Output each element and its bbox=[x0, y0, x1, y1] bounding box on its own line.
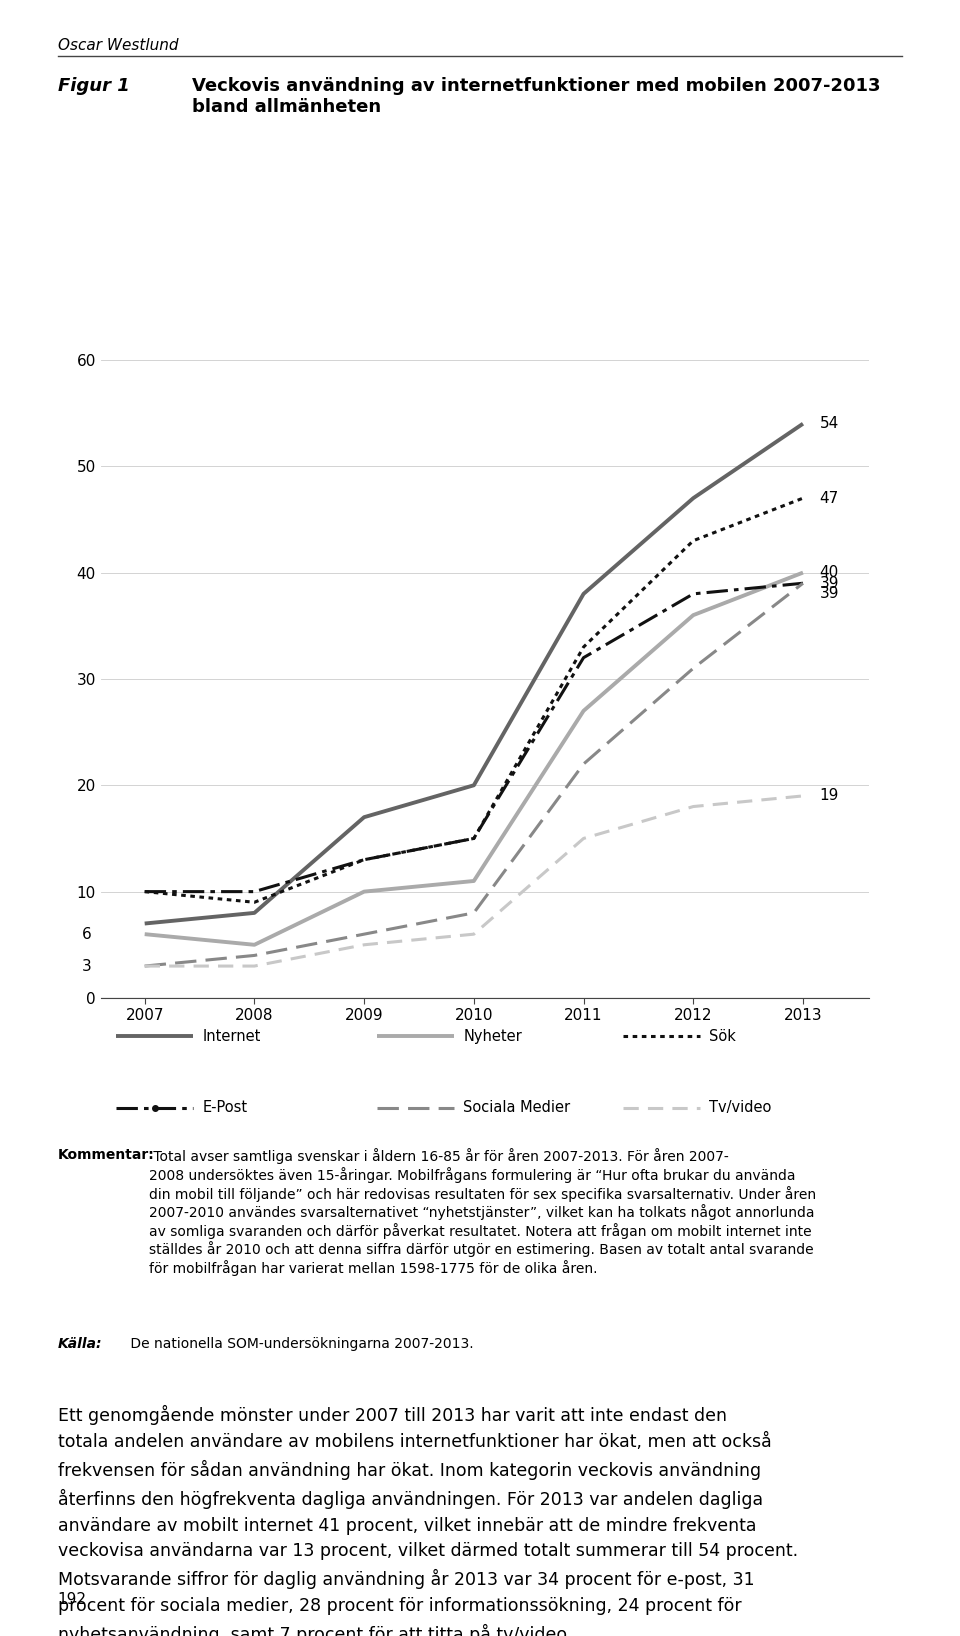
Text: Total avser samtliga svenskar i åldern 16-85 år för åren 2007-2013. För åren 200: Total avser samtliga svenskar i åldern 1… bbox=[149, 1148, 816, 1276]
Text: 19: 19 bbox=[820, 789, 839, 803]
Text: De nationella SOM-undersökningarna 2007-2013.: De nationella SOM-undersökningarna 2007-… bbox=[126, 1337, 473, 1351]
Text: Nyheter: Nyheter bbox=[464, 1029, 522, 1044]
Text: Källa:: Källa: bbox=[58, 1337, 102, 1351]
Text: Sociala Medier: Sociala Medier bbox=[464, 1099, 570, 1116]
Text: 192: 192 bbox=[58, 1592, 86, 1607]
Text: Ett genomgående mönster under 2007 till 2013 har varit att inte endast den
total: Ett genomgående mönster under 2007 till … bbox=[58, 1405, 798, 1636]
Text: Tv/video: Tv/video bbox=[709, 1099, 772, 1116]
Text: Veckovis användning av internetfunktioner med mobilen 2007-2013
bland allmänhete: Veckovis användning av internetfunktione… bbox=[192, 77, 880, 116]
Text: 39: 39 bbox=[820, 576, 839, 591]
Text: 6: 6 bbox=[82, 926, 91, 942]
Text: 40: 40 bbox=[820, 564, 839, 581]
Text: Internet: Internet bbox=[203, 1029, 260, 1044]
Text: Oscar Westlund: Oscar Westlund bbox=[58, 38, 179, 52]
Text: 3: 3 bbox=[82, 959, 91, 973]
Text: 47: 47 bbox=[820, 491, 839, 506]
Text: Sök: Sök bbox=[709, 1029, 736, 1044]
Text: E-Post: E-Post bbox=[203, 1099, 248, 1116]
Text: 54: 54 bbox=[820, 416, 839, 432]
Text: 39: 39 bbox=[820, 586, 839, 602]
Text: Kommentar:: Kommentar: bbox=[58, 1148, 155, 1163]
Text: Figur 1: Figur 1 bbox=[58, 77, 130, 95]
